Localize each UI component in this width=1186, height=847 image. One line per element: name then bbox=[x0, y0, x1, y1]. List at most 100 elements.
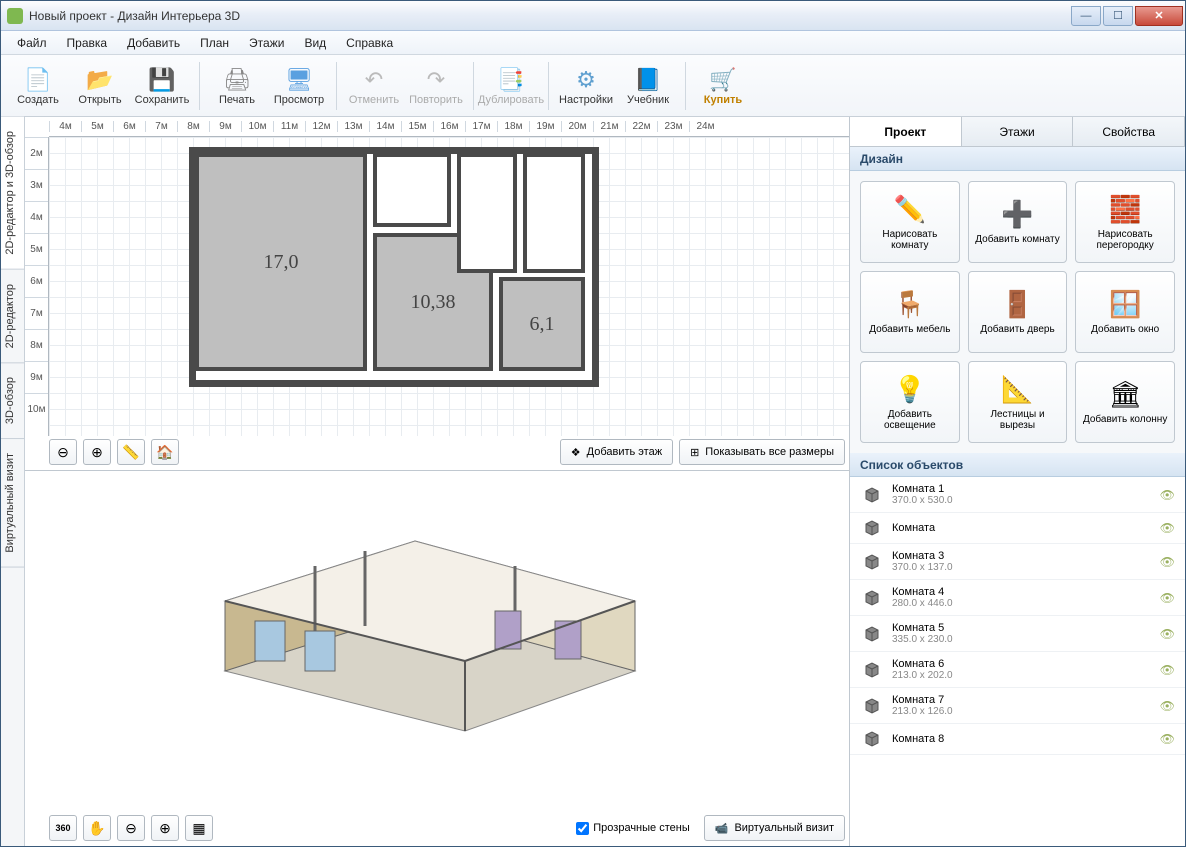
object-row[interactable]: Комната 1370.0 x 530.0👁 bbox=[850, 477, 1185, 513]
view3d-toolbar: 360 ✋ ⊖ ⊕ ▦ Прозрачные стены 📹Виртуальны… bbox=[49, 814, 845, 842]
toolbar-Повторить: ↷Повторить bbox=[405, 58, 467, 114]
room[interactable] bbox=[373, 153, 451, 227]
add-floor-button[interactable]: ❖Добавить этаж bbox=[560, 439, 673, 465]
menu-Справка[interactable]: Справка bbox=[338, 34, 401, 52]
ruler-tick: 4м bbox=[25, 201, 48, 233]
right-tab-Этажи[interactable]: Этажи bbox=[962, 117, 1074, 146]
minimize-button[interactable]: — bbox=[1071, 6, 1101, 26]
menu-Файл[interactable]: Файл bbox=[9, 34, 55, 52]
object-row[interactable]: Комната 5335.0 x 230.0👁 bbox=[850, 616, 1185, 652]
titlebar[interactable]: Новый проект - Дизайн Интерьера 3D — ☐ ✕ bbox=[1, 1, 1185, 31]
visibility-icon[interactable]: 👁 bbox=[1160, 699, 1175, 713]
walls-button[interactable]: ▦ bbox=[185, 815, 213, 841]
ruler-tick: 8м bbox=[25, 329, 48, 361]
transparent-walls-checkbox[interactable]: Прозрачные стены bbox=[576, 822, 689, 835]
design-Нарисовать-комнату[interactable]: ✏️Нарисовать комнату bbox=[860, 181, 960, 263]
room[interactable] bbox=[457, 153, 517, 273]
design-Добавить-окно[interactable]: 🪟Добавить окно bbox=[1075, 271, 1175, 353]
toolbar-Создать[interactable]: 📄Создать bbox=[7, 58, 69, 114]
ruler-vertical: 2м3м4м5м6м7м8м9м10м bbox=[25, 137, 49, 436]
home-button[interactable]: 🏠 bbox=[151, 439, 179, 465]
room[interactable] bbox=[523, 153, 585, 273]
object-row[interactable]: Комната 7213.0 x 126.0👁 bbox=[850, 688, 1185, 724]
visibility-icon[interactable]: 👁 bbox=[1160, 663, 1175, 677]
side-tab-3[interactable]: Виртуальный визит bbox=[1, 439, 24, 568]
visibility-icon[interactable]: 👁 bbox=[1160, 591, 1175, 605]
zoom-in-3d-button[interactable]: ⊕ bbox=[151, 815, 179, 841]
toolbar-label: Повторить bbox=[409, 94, 463, 106]
right-tab-Свойства[interactable]: Свойства bbox=[1073, 117, 1185, 146]
design-icon: 💡 bbox=[894, 374, 926, 405]
maximize-button[interactable]: ☐ bbox=[1103, 6, 1133, 26]
room[interactable]: 17,0 bbox=[195, 153, 367, 371]
rotate-button[interactable]: 360 bbox=[49, 815, 77, 841]
toolbar-Печать[interactable]: 🖨Печать bbox=[206, 58, 268, 114]
design-Лестницы-и-вырезы[interactable]: 📐Лестницы и вырезы bbox=[968, 361, 1068, 443]
Сохранить-icon: 💾 bbox=[146, 66, 178, 94]
menu-Правка[interactable]: Правка bbox=[59, 34, 116, 52]
close-button[interactable]: ✕ bbox=[1135, 6, 1183, 26]
menu-Вид[interactable]: Вид bbox=[296, 34, 334, 52]
design-Добавить-дверь[interactable]: 🚪Добавить дверь bbox=[968, 271, 1068, 353]
show-dimensions-button[interactable]: ⊞Показывать все размеры bbox=[679, 439, 845, 465]
design-Добавить-колонну[interactable]: 🏛Добавить колонну bbox=[1075, 361, 1175, 443]
model-svg bbox=[165, 491, 685, 771]
measure-button[interactable]: 📏 bbox=[117, 439, 145, 465]
grid-2d[interactable]: 17,010,386,1 bbox=[49, 137, 849, 436]
menu-Добавить[interactable]: Добавить bbox=[119, 34, 188, 52]
object-row[interactable]: Комната 6213.0 x 202.0👁 bbox=[850, 652, 1185, 688]
menu-Этажи[interactable]: Этажи bbox=[241, 34, 292, 52]
design-section-header: Дизайн bbox=[850, 147, 1185, 171]
design-icon: ➕ bbox=[1001, 199, 1033, 230]
design-icon: 🪟 bbox=[1109, 289, 1141, 320]
visibility-icon[interactable]: 👁 bbox=[1160, 627, 1175, 641]
object-row[interactable]: Комната👁 bbox=[850, 513, 1185, 544]
zoom-out-button[interactable]: ⊖ bbox=[49, 439, 77, 465]
object-text: Комната 4280.0 x 446.0 bbox=[892, 586, 1160, 609]
design-Добавить-мебель[interactable]: 🪑Добавить мебель bbox=[860, 271, 960, 353]
side-tab-1[interactable]: 2D-редактор bbox=[1, 270, 24, 363]
object-row[interactable]: Комната 4280.0 x 446.0👁 bbox=[850, 580, 1185, 616]
visibility-icon[interactable]: 👁 bbox=[1160, 555, 1175, 569]
zoom-out-3d-button[interactable]: ⊖ bbox=[117, 815, 145, 841]
toolbar-Учебник[interactable]: 📘Учебник bbox=[617, 58, 679, 114]
toolbar-Открыть[interactable]: 📂Открыть bbox=[69, 58, 131, 114]
object-text: Комната 8 bbox=[892, 733, 1160, 745]
Просмотр-icon: 🖥 bbox=[283, 66, 315, 94]
object-row[interactable]: Комната 8👁 bbox=[850, 724, 1185, 755]
transparent-checkbox-input[interactable] bbox=[576, 822, 589, 835]
view2d-toolbar: ⊖ ⊕ 📏 🏠 ❖Добавить этаж ⊞Показывать все р… bbox=[49, 438, 845, 466]
virtual-visit-button[interactable]: 📹Виртуальный визит bbox=[704, 815, 845, 841]
toolbar-Настройки[interactable]: ⚙Настройки bbox=[555, 58, 617, 114]
object-text: Комната 5335.0 x 230.0 bbox=[892, 622, 1160, 645]
design-Нарисовать-перегородку[interactable]: 🧱Нарисовать перегородку bbox=[1075, 181, 1175, 263]
menu-План[interactable]: План bbox=[192, 34, 237, 52]
visibility-icon[interactable]: 👁 bbox=[1160, 488, 1175, 502]
side-tab-2[interactable]: 3D-обзор bbox=[1, 363, 24, 439]
design-Добавить-освещение[interactable]: 💡Добавить освещение bbox=[860, 361, 960, 443]
object-row[interactable]: Комната 3370.0 x 137.0👁 bbox=[850, 544, 1185, 580]
object-list[interactable]: Комната 1370.0 x 530.0👁Комната👁Комната 3… bbox=[850, 477, 1185, 846]
toolbar-separator bbox=[199, 62, 200, 110]
room[interactable]: 6,1 bbox=[499, 277, 585, 371]
cube-icon bbox=[860, 589, 884, 607]
canvas-column: 4м5м6м7м8м9м10м11м12м13м14м15м16м17м18м1… bbox=[25, 117, 849, 846]
zoom-in-button[interactable]: ⊕ bbox=[83, 439, 111, 465]
ruler-tick: 14м bbox=[369, 121, 401, 132]
visibility-icon[interactable]: 👁 bbox=[1160, 521, 1175, 535]
model-3d[interactable] bbox=[165, 491, 685, 771]
pan-button[interactable]: ✋ bbox=[83, 815, 111, 841]
grid-icon: ▦ bbox=[192, 820, 205, 837]
right-tab-Проект[interactable]: Проект bbox=[850, 117, 962, 146]
toolbar-Сохранить[interactable]: 💾Сохранить bbox=[131, 58, 193, 114]
toolbar-Просмотр[interactable]: 🖥Просмотр bbox=[268, 58, 330, 114]
floorplan[interactable]: 17,010,386,1 bbox=[189, 147, 599, 387]
visibility-icon[interactable]: 👁 bbox=[1160, 732, 1175, 746]
design-Добавить-комнату[interactable]: ➕Добавить комнату bbox=[968, 181, 1068, 263]
side-tab-0[interactable]: 2D-редактор и 3D-обзор bbox=[1, 117, 24, 270]
ruler-tick: 4м bbox=[49, 121, 81, 132]
toolbar-Купить[interactable]: 🛒Купить bbox=[692, 58, 754, 114]
object-name: Комната 8 bbox=[892, 733, 1160, 745]
Открыть-icon: 📂 bbox=[84, 66, 116, 94]
hand-icon: ✋ bbox=[88, 820, 105, 837]
